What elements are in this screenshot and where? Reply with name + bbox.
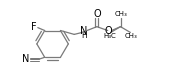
Text: O: O [93, 9, 101, 19]
Text: CH₃: CH₃ [114, 11, 127, 17]
Text: O: O [105, 26, 112, 37]
Text: F: F [31, 22, 37, 32]
Text: H₃C: H₃C [103, 33, 116, 39]
Text: N: N [80, 26, 88, 37]
Text: H: H [81, 31, 87, 40]
Text: N: N [22, 54, 30, 64]
Text: CH₃: CH₃ [125, 33, 138, 39]
